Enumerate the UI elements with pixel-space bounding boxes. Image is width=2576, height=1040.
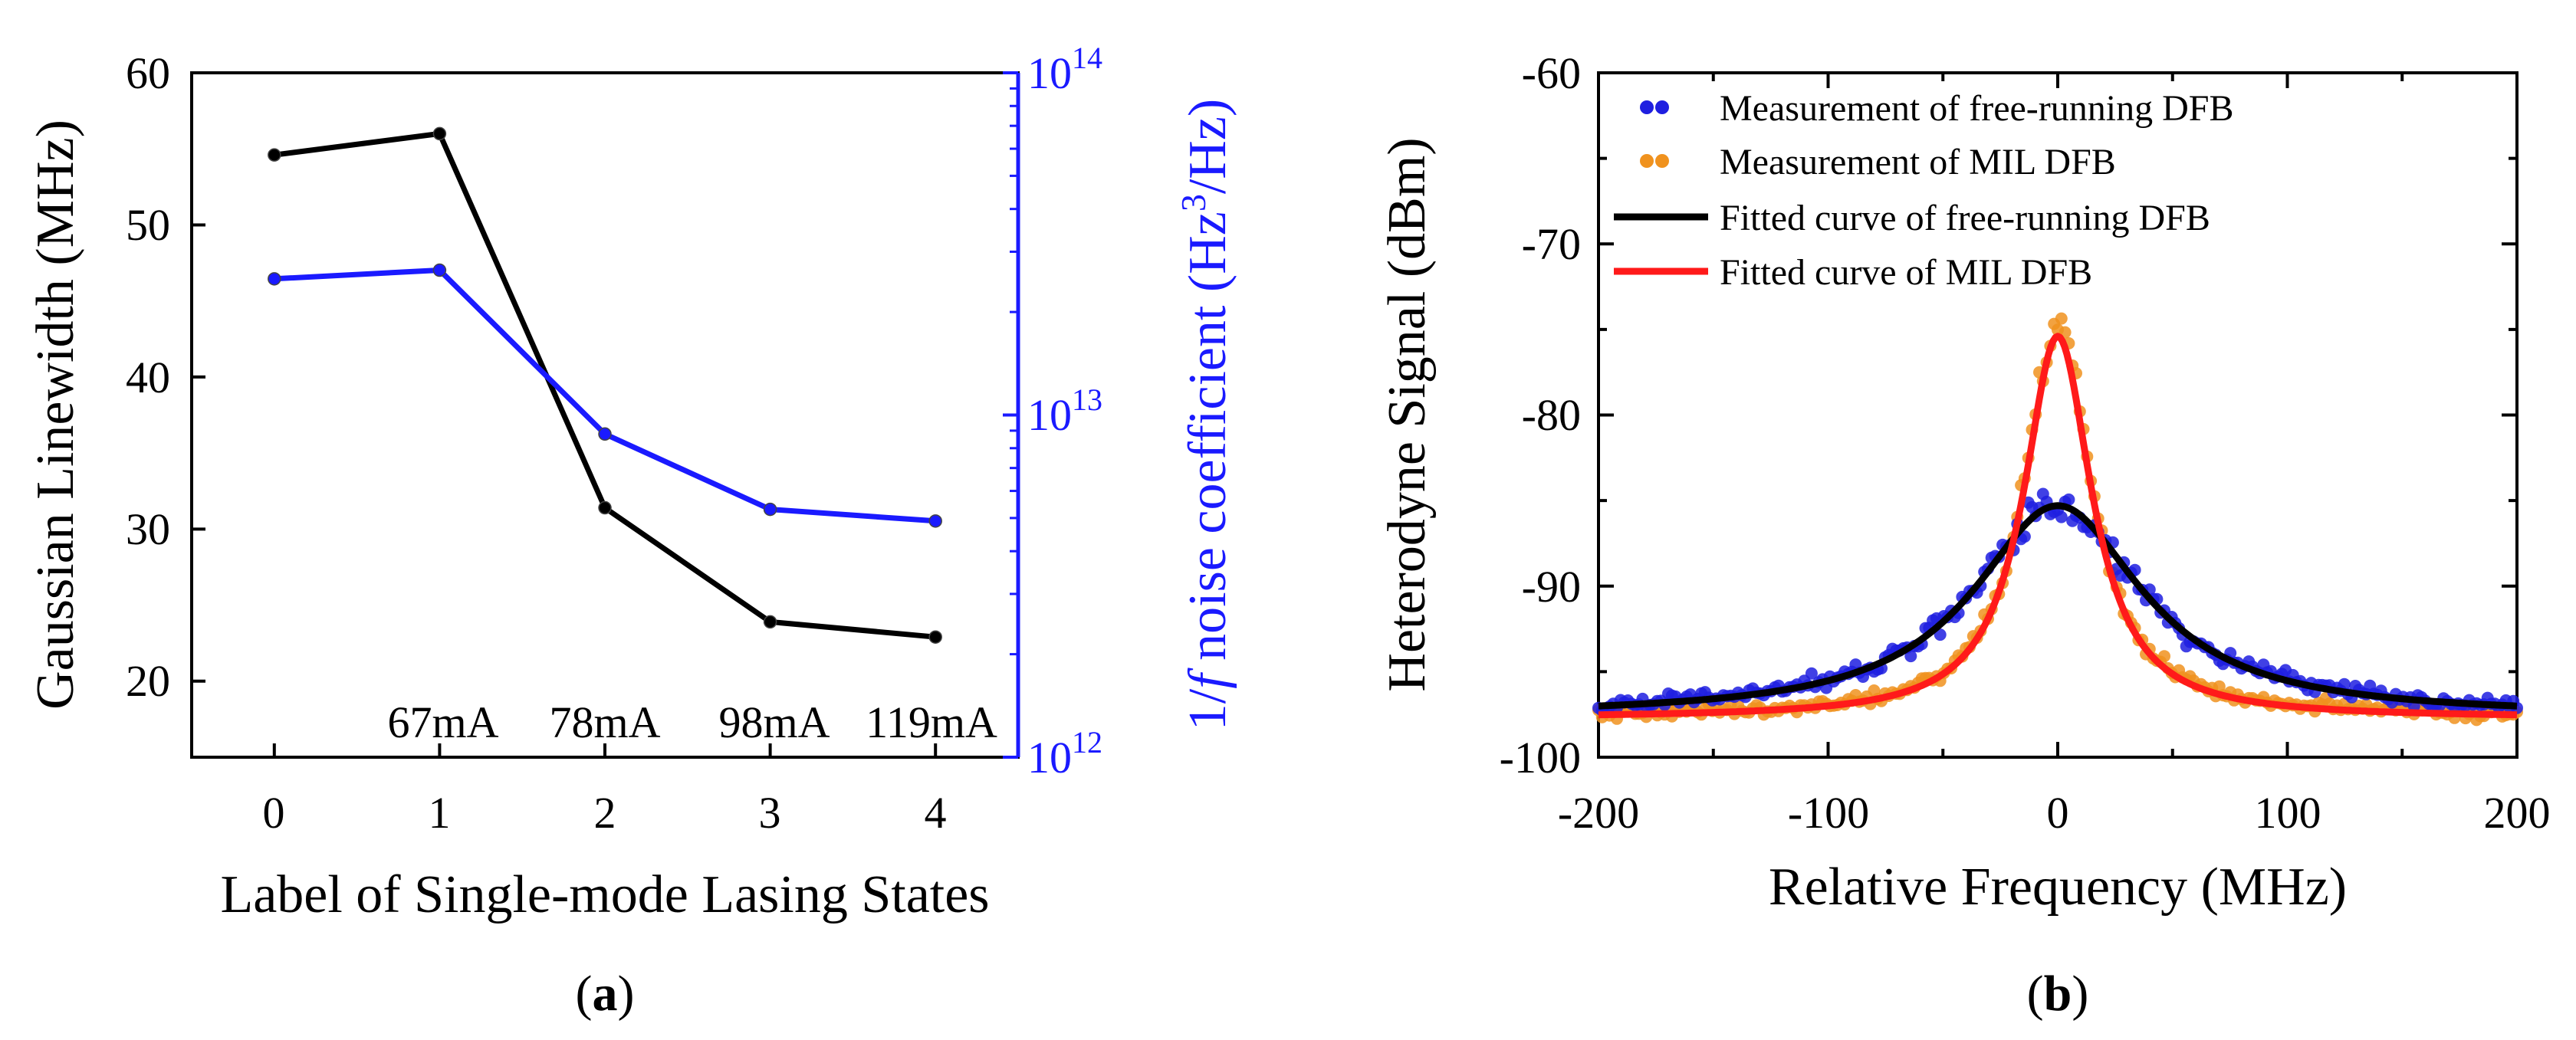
panel-a-y2label: 1/f noise coefficient (Hz3/Hz) <box>1174 99 1237 730</box>
legend-label: Measurement of free-running DFB <box>1720 88 2233 129</box>
legend-marker-mil-measurement <box>1640 154 1654 168</box>
panel-b-ytick-label: -80 <box>1522 390 1581 440</box>
panel-a-series-1-point <box>598 427 612 441</box>
panel-a-xtick-label: 1 <box>429 788 451 838</box>
panel-a-xlabel: Label of Single-mode Lasing States <box>220 865 989 924</box>
panel-b-xtick-label: -100 <box>1788 788 1869 838</box>
panel-a-xtick-label: 3 <box>759 788 781 838</box>
panel-b-series-0 <box>1592 487 2523 717</box>
panel-b-ytick-label: -70 <box>1522 219 1581 269</box>
panel-b-series-0-point <box>2055 510 2068 523</box>
panel-a: 0 1 2 3 4 20 30 40 50 60 1012 1013 1014 … <box>26 41 1237 1022</box>
panel-b-xtick-label: -200 <box>1558 788 1639 838</box>
panel-b-series-2-line <box>1597 502 2518 710</box>
panel-b-series-1-point <box>2055 312 2068 325</box>
panel-b-ytick-label: -90 <box>1522 562 1581 612</box>
panel-a-series-0-point <box>268 148 281 162</box>
panel-a-annotation: 119mA <box>866 697 997 747</box>
panel-b-series-1-point <box>2158 650 2170 663</box>
panel-a-ytick-label: 20 <box>126 656 170 706</box>
panel-a-xtick-label: 4 <box>925 788 947 838</box>
panel-b-ytick-label: -100 <box>1500 733 1581 782</box>
panel-a-ytick-label: 50 <box>126 200 170 250</box>
panel-a-series-0-point <box>598 500 612 515</box>
panel-a-annotation: 67mA <box>388 697 499 747</box>
panel-a-ytick-label: 60 <box>126 48 170 98</box>
panel-a-y2tick-label: 1013 <box>1027 382 1102 440</box>
panel-b-xlabel: Relative Frequency (MHz) <box>1769 858 2347 917</box>
legend-marker-free-running-measurement <box>1655 100 1669 114</box>
panel-b-ytick-label: -60 <box>1522 48 1581 98</box>
panel-b-series <box>1592 312 2523 727</box>
panel-a-ticks <box>192 71 1018 759</box>
legend-label: Fitted curve of free-running DFB <box>1720 198 2210 238</box>
panel-b-ticks <box>1597 71 2518 759</box>
panel-b-series-0-point <box>2062 493 2075 506</box>
panel-b-legend: Measurement of free-running DFB Measurem… <box>1614 88 2233 293</box>
panel-a-series <box>268 126 942 644</box>
panel-a-annotation: 98mA <box>719 697 830 747</box>
panel-a-series-1-line <box>274 267 936 524</box>
panel-a-series-1-point <box>763 502 777 517</box>
panel-b-series-0-point <box>1934 628 1947 641</box>
panel-b-ylabel: Heterodyne Signal (dBm) <box>1378 137 1437 691</box>
panel-b-xtick-label: 100 <box>2255 788 2321 838</box>
panel-b-caption: (b) <box>2027 966 2089 1022</box>
panel-a-annotation: 78mA <box>550 697 661 747</box>
panel-a-series-0-line <box>274 130 936 640</box>
panel-a-ytick-label: 40 <box>126 353 170 402</box>
panel-a-series-0-point <box>763 615 777 629</box>
panel-b: -200 -100 0 100 200 -100 -90 -80 -70 -60… <box>1378 48 2551 1022</box>
panel-a-ylabel: Gaussian Linewidth (MHz) <box>26 120 85 710</box>
panel-a-series-1-point <box>928 514 942 528</box>
panel-a-plot-frame <box>190 71 1020 759</box>
panel-a-y2tick-label: 1014 <box>1027 41 1102 98</box>
panel-b-series-3-line <box>1597 333 2518 719</box>
panel-a-series-0-point <box>928 630 942 644</box>
panel-a-series-1-point <box>432 263 447 277</box>
panel-a-xtick-label: 2 <box>594 788 616 838</box>
legend-label: Measurement of MIL DFB <box>1720 142 2116 182</box>
legend-marker-free-running-measurement <box>1640 100 1654 114</box>
legend-label: Fitted curve of MIL DFB <box>1720 252 2092 293</box>
panel-a-xtick-label: 0 <box>263 788 285 838</box>
panel-b-xtick-label: 200 <box>2484 788 2551 838</box>
panel-a-series-1-point <box>268 272 281 286</box>
panel-a-series-0-point <box>432 126 447 141</box>
panel-a-caption: (a) <box>576 966 635 1022</box>
panel-a-y2tick-label: 1012 <box>1027 725 1102 782</box>
panel-b-series-0-point <box>1805 667 1818 680</box>
legend-marker-mil-measurement <box>1655 154 1669 168</box>
panel-b-series-0-point <box>2338 677 2351 691</box>
panel-b-series-0-point <box>1904 650 1917 663</box>
panel-a-ytick-label: 30 <box>126 504 170 554</box>
panel-b-xtick-label: 0 <box>2047 788 2069 838</box>
